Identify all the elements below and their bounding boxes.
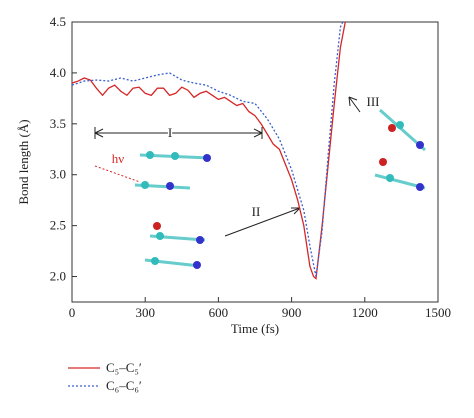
y-tick-label: 3.0: [50, 167, 66, 182]
y-tick-label: 2.5: [50, 218, 66, 233]
x-tick-label: 1500: [425, 305, 451, 320]
y-tick-label: 2.0: [50, 269, 66, 284]
annotations: [94, 96, 361, 237]
x-tick-label: 300: [135, 305, 155, 320]
annotation: III: [367, 94, 380, 109]
y-tick-label: 4.5: [50, 14, 66, 29]
y-tick-label: 4.0: [50, 65, 66, 80]
y-axis-label: Bond length (Å): [16, 119, 31, 204]
legend-label: C₆–C₆′: [106, 378, 142, 393]
annotation: hν: [112, 151, 125, 166]
x-tick-label: 0: [69, 305, 76, 320]
x-tick-label: 1200: [352, 305, 378, 320]
plot-frame: [71, 21, 439, 303]
annotation: I: [168, 125, 172, 140]
x-axis-label: Time (fs): [231, 321, 279, 336]
molecule-sketches: [134, 108, 426, 269]
y-tick-label: 3.5: [50, 116, 66, 131]
legend-label: C₅–C₅′: [106, 360, 142, 375]
x-tick-label: 900: [282, 305, 302, 320]
x-tick-label: 600: [209, 305, 229, 320]
data-line: [72, 22, 346, 280]
data-line: [72, 22, 344, 277]
annotation: II: [252, 204, 261, 219]
